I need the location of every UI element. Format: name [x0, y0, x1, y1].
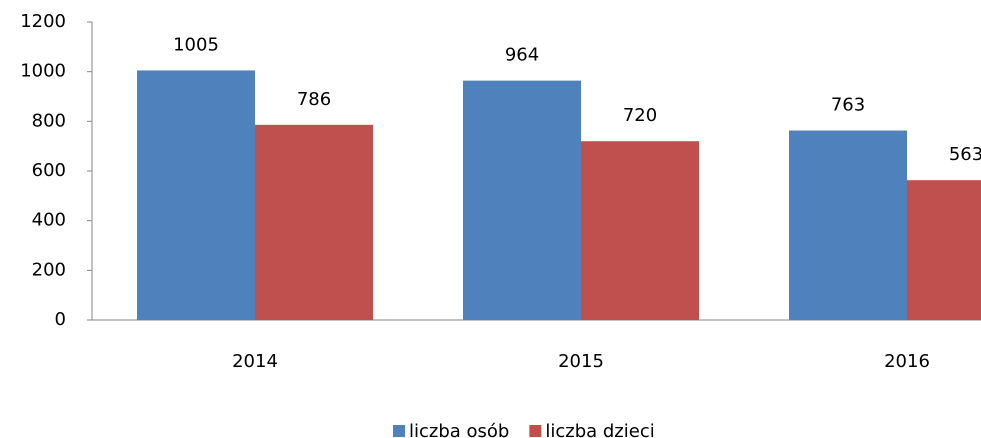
data-label: 964	[505, 45, 539, 66]
x-tick-label: 2014	[232, 351, 278, 372]
bar	[255, 124, 373, 320]
y-tick-label: 0	[55, 309, 66, 330]
data-label: 763	[831, 95, 865, 116]
bar	[581, 141, 699, 320]
y-tick-label: 400	[32, 210, 66, 231]
legend-label: liczba dzieci	[545, 421, 654, 438]
x-tick-label: 2016	[884, 351, 930, 372]
y-tick-label: 1000	[20, 61, 66, 82]
data-label: 720	[623, 105, 657, 126]
bar	[907, 180, 981, 320]
y-tick-label: 200	[32, 259, 66, 280]
y-tick-label: 800	[32, 110, 66, 131]
legend-swatch	[393, 425, 405, 437]
bar	[789, 130, 907, 320]
data-label: 563	[949, 144, 981, 165]
bar	[137, 70, 255, 320]
data-label: 786	[297, 89, 331, 110]
y-tick-label: 600	[32, 160, 66, 181]
y-tick-label: 1200	[20, 11, 66, 32]
x-tick-label: 2015	[558, 351, 604, 372]
legend-swatch	[529, 425, 542, 437]
bar	[463, 80, 581, 321]
legend-label: liczba osób	[409, 421, 509, 438]
data-label: 1005	[173, 34, 219, 55]
